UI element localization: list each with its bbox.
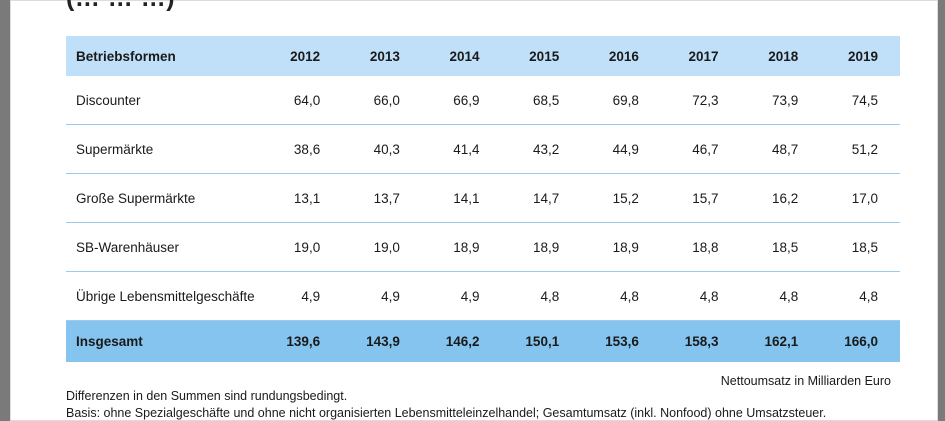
- total-label: Insgesamt: [66, 320, 263, 362]
- total-cell: 146,2: [421, 320, 502, 362]
- table-cell: 18,5: [820, 222, 900, 272]
- table-cell: 18,9: [581, 222, 661, 272]
- table-cell: 73,9: [740, 76, 821, 125]
- table-cell: 15,2: [581, 173, 661, 223]
- table-row: Discounter 64,0 66,0 66,9 68,5 69,8 72,3…: [66, 76, 900, 125]
- table-cell: 14,7: [501, 173, 582, 223]
- table-cell: 15,7: [660, 173, 741, 223]
- table-cell: 4,8: [581, 271, 661, 321]
- row-label: Große Supermärkte: [66, 173, 263, 223]
- table-cell: 68,5: [501, 76, 582, 125]
- column-header-year: 2013: [342, 36, 422, 76]
- table-cell: 13,1: [262, 173, 343, 223]
- row-label: Supermärkte: [66, 124, 263, 174]
- table-cell: 4,8: [660, 271, 741, 321]
- column-header-year: 2014: [421, 36, 502, 76]
- row-label: SB-Warenhäuser: [66, 222, 263, 272]
- row-label: Discounter: [66, 76, 263, 125]
- table-cell: 18,8: [660, 222, 741, 272]
- total-cell: 143,9: [342, 320, 422, 362]
- revenue-table: Betriebsformen 2012 2013 2014 2015 2016 …: [66, 36, 900, 362]
- column-header-year: 2019: [820, 36, 900, 76]
- total-cell: 158,3: [660, 320, 741, 362]
- total-row: Insgesamt 139,6 143,9 146,2 150,1 153,6 …: [66, 320, 900, 362]
- table-row: Supermärkte 38,6 40,3 41,4 43,2 44,9 46,…: [66, 124, 900, 174]
- table-row: Große Supermärkte 13,1 13,7 14,1 14,7 15…: [66, 173, 900, 223]
- table-cell: 17,0: [820, 173, 900, 223]
- table-cell: 41,4: [421, 124, 502, 174]
- table-cell: 14,1: [421, 173, 502, 223]
- table-cell: 19,0: [262, 222, 343, 272]
- table-cell: 48,7: [740, 124, 821, 174]
- table-cell: 13,7: [342, 173, 422, 223]
- table-cell: 66,0: [342, 76, 422, 125]
- table-header-row: Betriebsformen 2012 2013 2014 2015 2016 …: [66, 36, 900, 76]
- table-cell: 4,8: [501, 271, 582, 321]
- table-cell: 4,8: [820, 271, 900, 321]
- footnote: Differenzen in den Summen sind rundungsb…: [66, 389, 348, 403]
- total-cell: 139,6: [262, 320, 343, 362]
- table-cell: 18,9: [501, 222, 582, 272]
- table-cell: 43,2: [501, 124, 582, 174]
- document-page: (… … …) Betriebsformen 2012 2013 2014 20…: [10, 0, 938, 421]
- total-cell: 150,1: [501, 320, 582, 362]
- table-cell: 44,9: [581, 124, 661, 174]
- unit-note: Nettoumsatz in Milliarden Euro: [720, 374, 891, 388]
- total-cell: 162,1: [740, 320, 821, 362]
- table-cell: 40,3: [342, 124, 422, 174]
- column-header-year: 2015: [501, 36, 582, 76]
- row-label: Übrige Lebensmittelgeschäfte: [66, 271, 263, 321]
- table-cell: 69,8: [581, 76, 661, 125]
- table-cell: 46,7: [660, 124, 741, 174]
- table-cell: 18,9: [421, 222, 502, 272]
- page-title: (… … …): [66, 0, 175, 13]
- column-header-year: 2018: [740, 36, 821, 76]
- table-cell: 18,5: [740, 222, 821, 272]
- table-row: SB-Warenhäuser 19,0 19,0 18,9 18,9 18,9 …: [66, 222, 900, 272]
- column-header-year: 2012: [262, 36, 343, 76]
- footnote: Basis: ohne Spezialgeschäfte und ohne ni…: [66, 406, 827, 420]
- column-header-year: 2016: [581, 36, 661, 76]
- table-cell: 38,6: [262, 124, 343, 174]
- table-cell: 4,8: [740, 271, 821, 321]
- table-cell: 72,3: [660, 76, 741, 125]
- table-cell: 66,9: [421, 76, 502, 125]
- table-cell: 74,5: [820, 76, 900, 125]
- column-header-year: 2017: [660, 36, 741, 76]
- table-cell: 4,9: [262, 271, 343, 321]
- table-cell: 19,0: [342, 222, 422, 272]
- table-cell: 16,2: [740, 173, 821, 223]
- table-cell: 64,0: [262, 76, 343, 125]
- total-cell: 153,6: [581, 320, 661, 362]
- table-cell: 4,9: [421, 271, 502, 321]
- table-row: Übrige Lebensmittelgeschäfte 4,9 4,9 4,9…: [66, 271, 900, 321]
- table-cell: 4,9: [342, 271, 422, 321]
- total-cell: 166,0: [820, 320, 900, 362]
- column-header-betriebsformen: Betriebsformen: [66, 36, 263, 76]
- table-cell: 51,2: [820, 124, 900, 174]
